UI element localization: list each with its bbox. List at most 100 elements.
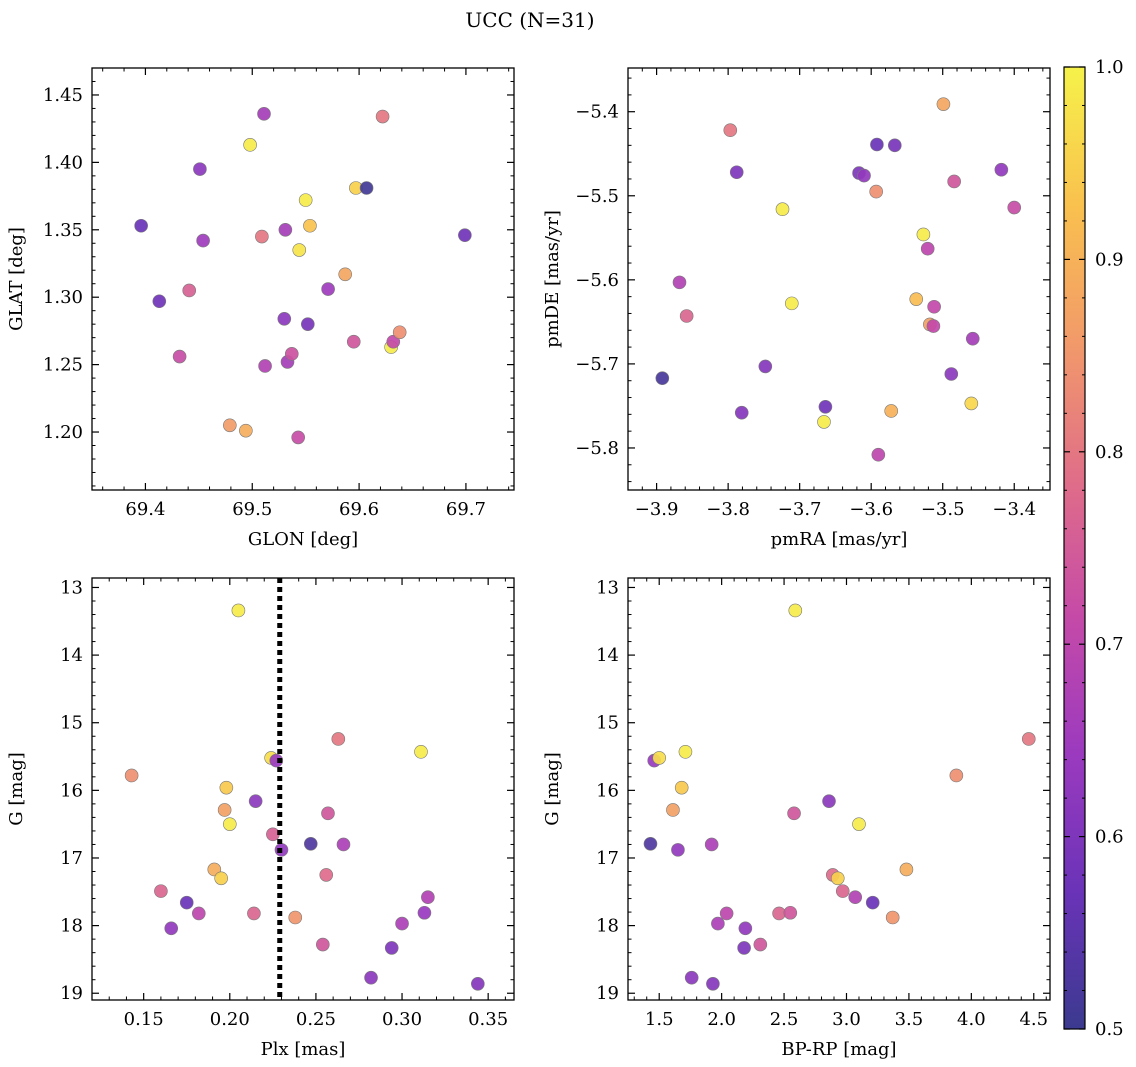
scatter-point [884, 404, 899, 418]
scatter-point [818, 399, 833, 414]
scatter-point [674, 780, 689, 795]
x-tick-label: −3.6 [849, 499, 893, 520]
x-axis-label: Plx [mas] [261, 1039, 346, 1060]
colorbar-tick-label: 0.8 [1095, 442, 1124, 463]
scatter-point [684, 970, 699, 985]
x-tick-label: −3.8 [706, 499, 750, 520]
figure-title: UCC (N=31) [465, 8, 594, 32]
x-tick-label: 0.20 [210, 1009, 250, 1030]
scatter-panel-4: 1.5 2.0 2.5 3.0 3.5 4.0 4.5 13 14 15 16 17 18 19 BP-RP… [542, 577, 1051, 1060]
scatter-point [219, 780, 234, 795]
colorbar: 0.5 0.6 0.7 0.8 0.9 1.0 [1063, 57, 1124, 1040]
scatter-point [899, 862, 914, 877]
scatter-point [672, 275, 687, 290]
x-tick-label: 1.5 [645, 1009, 674, 1030]
scatter-point [284, 347, 299, 361]
x-tick-label: −3.4 [992, 499, 1036, 520]
y-tick-label: 19 [60, 983, 83, 1004]
scatter-point [927, 299, 941, 314]
scatter-point [421, 890, 435, 905]
y-tick-label: −5.4 [575, 102, 619, 123]
scatter-point [865, 895, 880, 910]
scatter-point [291, 430, 305, 445]
scatter-point [458, 228, 472, 242]
x-axis-label: pmRA [mas/yr] [771, 529, 908, 550]
scatter-point [255, 229, 269, 244]
y-tick-label: 17 [596, 848, 619, 869]
scatter-point [247, 906, 261, 921]
scatter-point [738, 921, 753, 936]
y-tick-label: 1.45 [43, 85, 83, 106]
scatter-point [303, 218, 317, 233]
x-tick-label: 0.15 [124, 1009, 164, 1030]
x-tick-label: −3.9 [635, 499, 679, 520]
y-tick-label: 1.20 [43, 422, 83, 443]
scatter-point [222, 817, 237, 831]
scatter-panels: 69.4 69.5 69.6 69.7 1.20 1.25 1.30 1.35 1.40 1.45… [6, 67, 1051, 1060]
scatter-point [278, 222, 293, 237]
y-tick-label: 15 [60, 713, 83, 734]
scatter-point [822, 794, 836, 808]
x-tick-label: −3.7 [778, 499, 822, 520]
scatter-point [965, 331, 980, 346]
scatter-point [704, 837, 719, 852]
x-tick-label: 4.5 [1019, 1009, 1048, 1030]
x-tick-label: 3.5 [895, 1009, 924, 1030]
scatter-point [154, 884, 168, 898]
points [134, 107, 472, 445]
scatter-point [852, 817, 866, 831]
scatter-point [375, 109, 390, 124]
scatter-point [193, 162, 207, 176]
x-tick-label: 0.25 [296, 1009, 336, 1030]
scatter-point [316, 937, 330, 952]
scatter-point [164, 921, 179, 936]
y-axis-label: G [mag] [542, 752, 563, 825]
x-tick-label: 4.0 [957, 1009, 986, 1030]
colorbar-frame [1063, 66, 1086, 1030]
y-tick-label: 13 [596, 577, 619, 598]
scatter-point [134, 218, 148, 233]
scatter-point [182, 283, 197, 298]
colorbar-tick-label: 0.7 [1095, 634, 1124, 655]
scatter-point [336, 837, 351, 852]
scatter-point [231, 603, 246, 618]
scatter-point [671, 843, 685, 857]
scatter-point [338, 267, 353, 282]
scatter-point [392, 325, 407, 340]
scatter-point [172, 349, 187, 364]
y-tick-label: −5.8 [575, 438, 619, 459]
scatter-point [277, 311, 292, 326]
scatter-point [321, 282, 335, 296]
points [643, 603, 1036, 991]
x-axis-label: BP-RP [mag] [781, 1039, 896, 1060]
scatter-point [949, 768, 964, 783]
scatter-point [869, 184, 883, 199]
scatter-point [926, 319, 941, 333]
x-tick-label: 0.30 [382, 1009, 422, 1030]
plot-frame [91, 67, 515, 491]
scatter-point [994, 162, 1009, 177]
scatter-point [471, 976, 485, 991]
scatter-point [248, 794, 263, 808]
scatter-point [364, 970, 378, 985]
scatter-point [944, 367, 959, 381]
scatter-point [909, 292, 924, 306]
colorbar-tick-label: 0.9 [1095, 249, 1124, 270]
scatter-point [292, 243, 307, 257]
scatter-point [753, 937, 768, 952]
scatter-point [964, 396, 979, 411]
scatter-point [719, 906, 734, 921]
scatter-point [191, 906, 206, 921]
y-tick-label: −5.6 [575, 270, 619, 291]
scatter-point [758, 359, 773, 374]
y-tick-label: 18 [60, 916, 83, 937]
scatter-point [319, 868, 334, 882]
scatter-point [395, 916, 409, 931]
scatter-panel-3: 0.15 0.20 0.25 0.30 0.35 13 14 15 16 17 18 19 Plx [m… [6, 577, 515, 1060]
x-tick-label: 2.5 [770, 1009, 799, 1030]
scatter-panel-1: 69.4 69.5 69.6 69.7 1.20 1.25 1.30 1.35 1.40 1.45… [6, 67, 515, 550]
scatter-point [217, 803, 232, 817]
scatter-point [679, 309, 694, 323]
scatter-point [848, 890, 863, 905]
scatter-point [936, 97, 951, 111]
